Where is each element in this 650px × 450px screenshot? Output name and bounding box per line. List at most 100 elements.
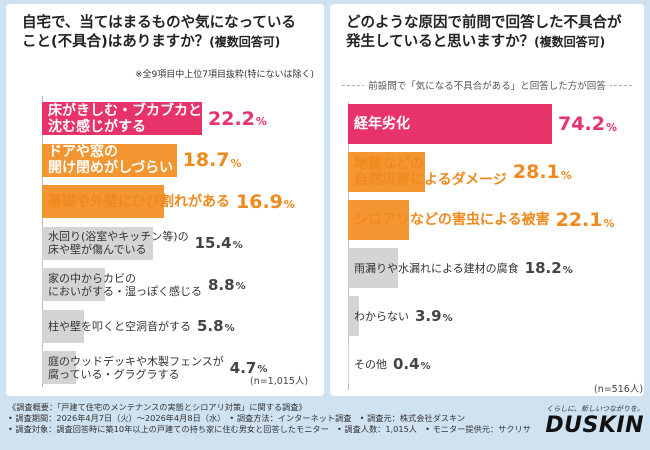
category-label-line: 水回り(浴室やキッチン等)の <box>48 230 189 243</box>
category-label-line: 床がきしむ・ブカブカと <box>48 102 202 119</box>
chart-row: 基礎や外壁にひび割れがある 16.9% <box>42 185 322 218</box>
value-number: 18.2 <box>524 259 562 277</box>
value-number: 22.2 <box>208 107 255 130</box>
chart-row: 地震などの 自然災害によるダメージ 28.1% <box>348 152 638 192</box>
value-label: 5.8% <box>197 310 235 343</box>
value-number: 28.1 <box>512 161 560 183</box>
value-percent: % <box>224 322 235 334</box>
value-number: 18.7 <box>182 149 230 171</box>
value-number: 74.2 <box>558 113 605 135</box>
right-title-sub: (複数回答可) <box>534 35 606 49</box>
left-title-line1: 自宅で、当てはまるものや気になっている <box>22 15 296 31</box>
value-percent: % <box>560 168 572 182</box>
category-label: 家の中からカビの においがする・湿っぽく感じる <box>48 268 202 301</box>
brand-block: くらしに、新しいつながりを。 DUSKIN <box>538 404 644 438</box>
left-note: ※全9項目中上位7項目抜粋(特にないは除く) <box>134 70 314 80</box>
value-number: 3.9 <box>415 307 442 325</box>
right-title-line2: 発生していると思いますか？ <box>346 34 535 50</box>
category-label-line: 経年劣化 <box>354 116 410 132</box>
category-label-line: 柱や壁を叩くと空洞音がする <box>48 319 191 333</box>
category-label: わからない <box>354 296 409 336</box>
category-label-line: においがする・湿っぽく感じる <box>48 284 202 298</box>
value-number: 5.8 <box>197 317 224 335</box>
category-label: 庭のウッドデッキや木製フェンスが 腐っている・グラグラする <box>48 351 224 384</box>
category-label: 地震などの 自然災害によるダメージ <box>354 152 507 192</box>
category-label: ドアや窓の 開け閉めがしづらい <box>48 144 173 177</box>
value-percent: % <box>257 364 268 375</box>
left-title-sub: (複数回答可) <box>209 35 281 49</box>
right-title-line1: どのような原因で前問で回答した不具合が <box>346 15 622 31</box>
category-label-line: 庭のウッドデッキや木製フェンスが <box>48 354 224 368</box>
footer-line-3: • 調査対象：調査回答時に築10年以上の戸建ての持ち家に住む男女と回答したモニタ… <box>8 424 531 435</box>
value-percent: % <box>442 312 453 324</box>
right-bar-chart: 経年劣化 74.2% 地震などの 自然災害によるダメージ 28.1% シロアリなどの害虫に… <box>348 102 638 392</box>
chart-row: ドアや窓の 開け閉めがしづらい 18.7% <box>42 143 322 177</box>
value-label: 22.1% <box>556 200 615 240</box>
value-label: 18.7% <box>183 144 242 177</box>
value-percent: % <box>283 198 295 211</box>
category-label-line: 基礎や外壁にひび割れがある <box>48 193 230 210</box>
value-label: 8.8% <box>208 268 246 301</box>
bar <box>42 268 106 301</box>
category-label: 床がきしむ・ブカブカと 沈む感じがする <box>48 102 202 135</box>
bar <box>42 351 76 384</box>
value-number: 4.7 <box>229 358 257 377</box>
bar <box>348 104 553 144</box>
bar <box>348 200 409 240</box>
value-label: 18.2% <box>525 248 573 288</box>
chart-row: 雨漏りや水漏れによる建材の腐食 18.2% <box>348 248 638 288</box>
footer-line-1: 《調査概要：「戸建て住宅のメンテナンスの実態とシロアリ対策」に関する調査》 <box>8 402 307 412</box>
category-label: 柱や壁を叩くと空洞音がする <box>48 310 191 343</box>
value-number: 8.8 <box>208 275 235 294</box>
value-label: 28.1% <box>513 152 572 192</box>
value-label: 3.9% <box>415 296 453 336</box>
value-label: 74.2% <box>558 104 617 144</box>
chart-row: 床がきしむ・ブカブカと 沈む感じがする 22.2% <box>42 102 322 135</box>
chart-row: 柱や壁を叩くと空洞音がする 5.8% <box>42 309 322 343</box>
chart-row: 家の中からカビの においがする・湿っぽく感じる 8.8% <box>42 268 322 301</box>
category-label-line: ドアや窓の <box>48 144 118 160</box>
left-question-title: 自宅で、当てはまるものや気になっている こと(不具合)はありますか？(複数回答可… <box>22 14 322 52</box>
bar <box>42 226 153 260</box>
bar <box>42 102 202 135</box>
bar <box>42 185 164 218</box>
value-number: 0.4 <box>393 355 420 373</box>
value-percent: % <box>605 120 617 134</box>
chart-row: シロアリなどの害虫による被害 22.1% <box>348 200 638 240</box>
chart-row: 水回り(浴室やキッチン等)の 床や壁が傷んでいる 15.4% <box>42 226 322 260</box>
bar <box>42 309 84 343</box>
value-number: 16.9 <box>236 190 283 213</box>
value-percent: % <box>230 156 242 170</box>
category-label: 水回り(浴室やキッチン等)の 床や壁が傷んでいる <box>48 227 189 260</box>
value-percent: % <box>603 216 615 230</box>
brand-tagline: くらしに、新しいつながりを。 <box>546 405 644 413</box>
category-label-line: 自然災害によるダメージ <box>354 172 507 188</box>
left-bar-chart: 床がきしむ・ブカブカと 沈む感じがする 22.2% ドアや窓の 開け閉めがしづらい 18.… <box>42 96 322 396</box>
value-number: 15.4 <box>194 234 232 252</box>
category-label-line: シロアリなどの害虫による被害 <box>354 212 550 228</box>
value-percent: % <box>232 239 243 251</box>
bar <box>348 344 350 384</box>
value-percent: % <box>235 281 246 292</box>
value-label: 22.2% <box>208 102 267 135</box>
value-label: 0.4% <box>393 344 431 384</box>
right-caption-text: 前設問で「気になる不具合がある」と回答した方が回答 <box>364 81 610 92</box>
right-sample-size: (n=516人) <box>594 384 644 395</box>
right-question-panel: どのような原因で前問で回答した不具合が 発生していると思いますか？(複数回答可)… <box>330 4 644 396</box>
left-title-line2: こと(不具合)はありますか？ <box>22 34 210 50</box>
value-number: 22.1 <box>555 209 603 231</box>
value-label: 15.4% <box>195 227 243 260</box>
chart-row: わからない 3.9% <box>348 296 638 336</box>
bar <box>42 143 177 177</box>
category-label-line: 家の中からカビの <box>48 271 136 285</box>
value-percent: % <box>255 115 267 128</box>
duskin-logo: DUSKIN <box>545 413 644 438</box>
chart-row: その他 0.4% <box>348 344 638 384</box>
category-label-line: 腐っている・グラグラする <box>48 367 180 381</box>
bar <box>348 248 399 288</box>
right-question-title: どのような原因で前問で回答した不具合が 発生していると思いますか？(複数回答可) <box>346 14 644 52</box>
category-label: 雨漏りや水漏れによる建材の腐食 <box>354 248 519 288</box>
value-label: 16.9% <box>236 185 295 218</box>
category-label: 基礎や外壁にひび割れがある <box>48 185 230 218</box>
bar <box>348 152 426 192</box>
